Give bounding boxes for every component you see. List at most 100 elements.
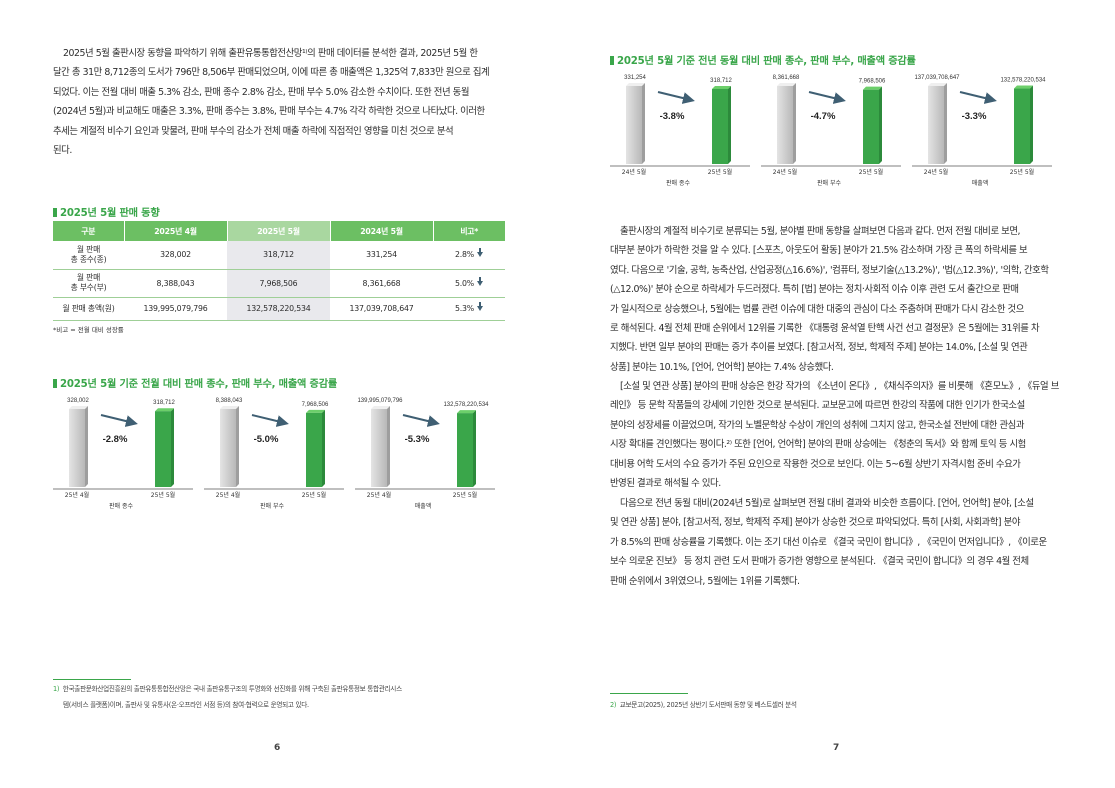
text-line: 달간 총 31만 8,712종의 도서가 796만 8,506부 판매되었으며,… — [53, 67, 490, 79]
bar-top — [371, 406, 390, 409]
chart-heading: 2025년 5월 기준 전월 대비 판매 종수, 판매 부수, 매출액 증감률 — [53, 375, 337, 390]
text-line: 였다. 다음으로 '기술, 공학, 농축산업, 산업공정(△16.6%)', '… — [610, 264, 1049, 276]
text-line: 추세는 계절적 비수기 요인과 맞물려, 판매 부수의 감소가 전체 매출 하락… — [53, 125, 454, 137]
data-label: 7,968,506 — [302, 402, 329, 408]
text-line: 시장 확대를 견인했다는 평이다.²⁾ 또한 [언어, 언어학] 분야의 판매 … — [610, 439, 1026, 451]
bar-side — [793, 83, 796, 164]
text-line: 판매 순위에서 3위였으나, 5월에는 1위를 기록했다. — [610, 575, 800, 587]
table-header-cell: 2024년 5월 — [330, 221, 434, 241]
change-label: -3.3% — [962, 111, 987, 122]
bar-side — [236, 406, 239, 487]
text-line: (2024년 5월)과 비교해도 매출은 3.3%, 판매 종수는 3.8%, … — [53, 106, 485, 118]
bar — [457, 413, 473, 487]
trend-arrow — [959, 91, 997, 104]
table-footnote: *비고 = 전월 대비 성장률 — [53, 326, 124, 334]
down-arrow-icon — [477, 248, 483, 258]
text-line: 가 8.5%의 판매 상승률을 기록했다. 이는 조기 대선 이슈로 《결국 국… — [610, 536, 1047, 548]
x-tick-label: 25년 4월 — [367, 491, 391, 499]
text-line: 2025년 5월 출판시장 동향을 파악하기 위해 출판유통통합전산망¹⁾의 판… — [63, 48, 478, 59]
trend-arrow — [100, 414, 138, 427]
page-number: 6 — [274, 743, 281, 753]
down-arrow-icon — [477, 302, 483, 311]
data-label: 7,968,506 — [859, 79, 886, 85]
bar-top — [712, 85, 731, 89]
right-page: 2025년 5월 기준 전년 동월 대비 판매 종수, 판매 부수, 매출액 증… — [557, 0, 1115, 788]
intro-paragraph: 2025년 5월 출판시장 동향을 파악하기 위해 출판유통통합전산망¹⁾의 판… — [53, 44, 505, 160]
table-row: 월 판매 총 부수(부) 8,388,043 7,968,506 8,361,66… — [53, 269, 505, 298]
text-line: 가 일시적으로 상승했으나, 5월에는 법률 관련 이슈에 대한 대중의 관심이… — [610, 303, 1024, 315]
analysis-paragraph-3: 다음으로 전년 동월 대비(2024년 5월)로 살펴보면 전월 대비 결과와 … — [610, 494, 1062, 591]
down-arrow-icon — [477, 276, 483, 286]
x-tick-label: 25년 5월 — [859, 168, 883, 176]
data-label: 331,254 — [624, 75, 646, 81]
panel-label: 판매 부수 — [817, 179, 841, 187]
text-line: 분야의 성장세를 이끌었으며, 작가의 노벨문학상 수상이 개인의 성취에 그치… — [610, 419, 1025, 431]
text-line: 반영된 결과로 해석될 수 있다. — [610, 478, 721, 490]
data-label: 318,712 — [710, 78, 732, 84]
row-label: 월 판매 총 부수(부) — [53, 269, 124, 298]
bar-side — [322, 409, 325, 487]
text-line: 대비용 어학 도서의 수요 증가가 주된 요인으로 작용한 것으로 보인다. 이… — [610, 458, 1021, 470]
table-cell-note: 5.3% — [433, 297, 505, 321]
table-cell: 139,995,079,796 — [124, 297, 227, 321]
page-number: 7 — [833, 743, 840, 753]
footnote-rule — [610, 693, 688, 694]
trend-arrow — [251, 414, 289, 427]
bar-top — [155, 408, 174, 412]
bar-side — [944, 83, 947, 164]
bar — [928, 86, 944, 164]
left-page: 2025년 5월 출판시장 동향을 파악하기 위해 출판유통통합전산망¹⁾의 판… — [0, 0, 557, 788]
table-cell: 8,361,668 — [330, 269, 433, 298]
text-line: 된다. — [53, 145, 72, 157]
table-cell: 137,039,708,647 — [330, 297, 433, 321]
data-label: 132,578,220,534 — [443, 402, 489, 408]
footnote-number: 1) — [53, 685, 60, 693]
bar-side — [171, 408, 174, 487]
row-label: 월 판매 총 종수(종) — [53, 241, 124, 270]
trend-arrow — [402, 414, 440, 427]
table-header-cell: 2025년 4월 — [124, 221, 228, 241]
table-header-row: 구분 2025년 4월 2025년 5월 2024년 5월 비고* — [53, 221, 505, 241]
analysis-paragraph-2: [소설 및 연관 상품] 분야의 판매 상승은 한강 작가의 《소년이 온다》,… — [610, 377, 1062, 493]
bar-top — [220, 406, 239, 409]
bar-top — [306, 409, 325, 413]
bar-top — [928, 83, 947, 86]
bar — [69, 409, 85, 487]
footnote-text: 템(서비스 플랫폼)이며, 출판사 및 유통사(온·오프라인 서점 등)의 참여… — [63, 701, 309, 709]
x-tick-label: 24년 5월 — [773, 168, 797, 176]
text-line: 보수 의로운 진보》 등 정치 관련 도서 판매가 증가한 영향으로 분석된다.… — [610, 556, 1029, 568]
footnote-rule — [53, 679, 131, 680]
row-label: 월 판매 총액(원) — [53, 297, 124, 321]
data-label: 137,039,708,647 — [914, 75, 960, 81]
bar-side — [728, 85, 731, 164]
bar-top — [626, 83, 645, 86]
table-cell: 8,388,043 — [124, 269, 227, 298]
panel-label: 판매 종수 — [109, 502, 133, 510]
data-label: 8,388,043 — [216, 398, 243, 404]
change-label: -5.0% — [254, 434, 279, 445]
x-tick-label: 24년 5월 — [924, 168, 948, 176]
text-line: 및 연관 상품] 분야, [참고서적, 정보, 학제적 주제] 분야가 상승한 … — [610, 517, 1020, 529]
month-over-month-chart: 328,002 25년 4월 318,712 25년 5월 -2.8% 판매 종수 8,38… — [53, 398, 495, 510]
table-cell: 7,968,506 — [227, 269, 330, 298]
text-line: [소설 및 연관 상품] 분야의 판매 상승은 한강 작가의 《소년이 온다》,… — [620, 381, 1059, 392]
bar-side — [1030, 85, 1033, 164]
text-line: 지했다. 반면 일부 분야의 판매는 증가 추이를 보였다. [참고서적, 정보… — [610, 342, 1028, 354]
bar-side — [85, 406, 88, 487]
x-tick-label: 25년 4월 — [216, 491, 240, 499]
table-row: 월 판매 총액(원) 139,995,079,796 132,578,220,5… — [53, 297, 505, 321]
table-cell: 331,254 — [330, 241, 433, 270]
text-line: 레인》 등 문학 작품들의 강세에 기인한 것으로 분석된다. 교보문고에 따르… — [610, 400, 1025, 412]
panel-label: 매출액 — [415, 502, 432, 510]
bar — [220, 409, 236, 487]
bar — [1014, 88, 1030, 164]
bar — [626, 86, 642, 164]
bar-side — [473, 410, 476, 487]
bar-side — [642, 83, 645, 164]
text-line: 상품] 분야는 10.1%, [언어, 언어학] 분야는 7.4% 상승했다. — [610, 361, 834, 373]
bar-side — [387, 406, 390, 487]
text-line: 대부분 분야가 하락한 것을 알 수 있다. [스포츠, 아웃도어 활동] 분야… — [610, 245, 1028, 257]
x-tick-label: 25년 5월 — [151, 491, 175, 499]
footnote-text: 교보문고(2025), 2025년 상반기 도서판매 동향 및 베스트셀러 분석 — [619, 701, 797, 709]
analysis-paragraph-1: 출판시장의 계절적 비수기로 분류되는 5월, 분야별 판매 동향을 살펴보면 … — [610, 222, 1062, 377]
